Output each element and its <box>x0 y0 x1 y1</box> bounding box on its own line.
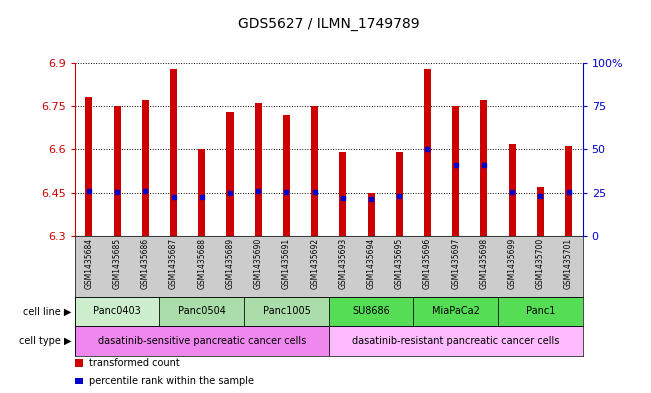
Bar <box>142 100 149 236</box>
Bar <box>396 152 403 236</box>
Text: Panc0504: Panc0504 <box>178 307 226 316</box>
Text: GSM1435699: GSM1435699 <box>508 238 517 289</box>
Bar <box>368 193 374 236</box>
Bar <box>85 97 92 236</box>
Bar <box>565 147 572 236</box>
Bar <box>452 106 459 236</box>
Bar <box>199 149 205 236</box>
Bar <box>244 297 329 326</box>
Text: GSM1435685: GSM1435685 <box>113 238 122 289</box>
Text: GSM1435697: GSM1435697 <box>451 238 460 289</box>
Bar <box>424 69 431 236</box>
Text: cell line ▶: cell line ▶ <box>23 307 72 316</box>
Bar <box>159 297 244 326</box>
Text: GSM1435693: GSM1435693 <box>339 238 348 289</box>
Text: GSM1435686: GSM1435686 <box>141 238 150 289</box>
Bar <box>480 100 488 236</box>
Bar <box>311 106 318 236</box>
Text: GDS5627 / ILMN_1749789: GDS5627 / ILMN_1749789 <box>238 17 419 31</box>
Text: GSM1435692: GSM1435692 <box>310 238 319 289</box>
Text: GSM1435700: GSM1435700 <box>536 238 545 289</box>
Text: GSM1435696: GSM1435696 <box>423 238 432 289</box>
Bar <box>339 152 346 236</box>
Bar <box>170 69 177 236</box>
Text: dasatinib-resistant pancreatic cancer cells: dasatinib-resistant pancreatic cancer ce… <box>352 336 559 346</box>
Bar <box>329 326 583 356</box>
Text: GSM1435698: GSM1435698 <box>479 238 488 289</box>
Text: MiaPaCa2: MiaPaCa2 <box>432 307 480 316</box>
Text: transformed count: transformed count <box>89 358 179 368</box>
Bar <box>75 297 159 326</box>
Text: cell type ▶: cell type ▶ <box>19 336 72 346</box>
Text: GSM1435689: GSM1435689 <box>225 238 234 289</box>
Bar <box>498 297 583 326</box>
Bar <box>413 297 498 326</box>
Text: GSM1435684: GSM1435684 <box>85 238 94 289</box>
Bar <box>75 326 329 356</box>
Text: Panc1005: Panc1005 <box>262 307 311 316</box>
Text: GSM1435688: GSM1435688 <box>197 238 206 288</box>
Bar <box>255 103 262 236</box>
Text: SU8686: SU8686 <box>352 307 390 316</box>
Bar <box>227 112 234 236</box>
Text: dasatinib-sensitive pancreatic cancer cells: dasatinib-sensitive pancreatic cancer ce… <box>98 336 306 346</box>
Bar <box>283 115 290 236</box>
Text: GSM1435694: GSM1435694 <box>367 238 376 289</box>
Bar <box>508 143 516 236</box>
Bar <box>537 187 544 236</box>
Text: Panc0403: Panc0403 <box>93 307 141 316</box>
Text: Panc1: Panc1 <box>525 307 555 316</box>
Bar <box>114 106 120 236</box>
Text: GSM1435695: GSM1435695 <box>395 238 404 289</box>
Text: GSM1435687: GSM1435687 <box>169 238 178 289</box>
Text: GSM1435701: GSM1435701 <box>564 238 573 289</box>
Text: GSM1435691: GSM1435691 <box>282 238 291 289</box>
Text: GSM1435690: GSM1435690 <box>254 238 263 289</box>
Bar <box>329 297 413 326</box>
Text: percentile rank within the sample: percentile rank within the sample <box>89 376 253 386</box>
